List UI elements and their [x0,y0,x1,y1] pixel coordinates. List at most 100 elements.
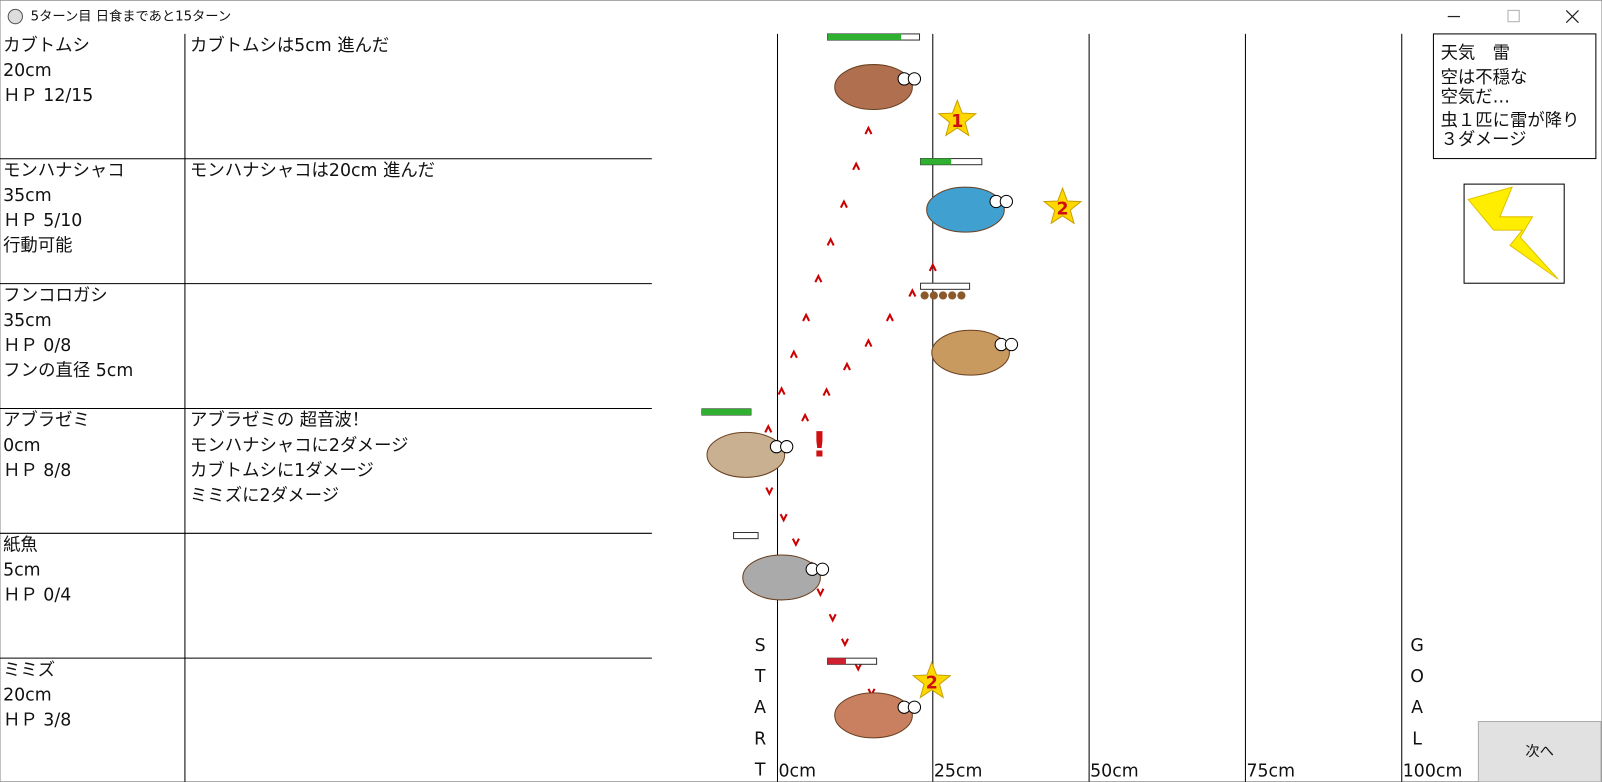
bug-hp: ＨＰ 5/10 [3,211,82,231]
goal-letter: O [1410,667,1424,687]
hp-bar-fill [827,33,902,41]
bug-eye [815,562,830,576]
log-line: カブトムシに1ダメージ [190,460,374,481]
distance-label: 25cm [934,762,983,782]
path-caret [885,312,894,322]
alert-mark: ! [811,426,827,466]
hp-bar-fill [827,658,846,665]
bug-hp: ＨＰ 12/15 [3,86,93,106]
bug-sprite [834,692,913,739]
bug-status: フンの直径 5cm [3,361,133,381]
bug-eye [1004,337,1019,352]
weather-effect: ３ダメージ [1441,130,1527,150]
path-caret [908,288,917,297]
next-button[interactable] [1477,721,1602,782]
weather-effect: 虫１匹に雷が降り [1441,111,1580,131]
bug-name: カブトムシ [3,35,90,56]
bug-hp: ＨＰ 0/4 [3,586,71,606]
star [937,98,978,137]
bug-eye [907,72,922,86]
hp-bar-frame [920,282,971,290]
path-caret [814,273,823,283]
star [1042,186,1083,225]
bug-hp: ＨＰ 0/8 [3,336,71,356]
path-caret [828,613,837,623]
window-controls[interactable] [1447,9,1579,24]
star [911,660,952,699]
log-line: モンハナシャコは20cm 進んだ [190,161,435,181]
dung-ball [957,291,966,300]
dung-ball [948,291,957,300]
path-caret [789,349,798,359]
bug-eye [999,194,1013,209]
path-caret [764,423,773,433]
dung-ball [920,291,929,300]
log-line: カブトムシは5cm 進んだ [190,35,389,56]
weather-description: 空は不穏な [1441,68,1528,88]
bug-distance: 20cm [3,685,52,705]
path-caret [842,361,851,371]
bug-name: アブラゼミ [3,410,90,431]
path-caret [864,125,873,135]
bug-eye [907,700,922,714]
bug-sprite [706,431,786,478]
dung-ball [929,291,938,300]
star-number: 2 [1057,200,1069,220]
path-caret [852,161,861,171]
path-caret [765,487,774,496]
weather-title: 天気 雷 [1441,43,1510,63]
distance-label: 50cm [1090,762,1139,782]
next-button-label[interactable]: 次へ [1525,743,1554,760]
bug-eye [780,440,794,454]
hp-bar-fill [701,408,751,416]
path-caret [791,538,800,548]
log-line: モンハナシャコに2ダメージ [190,436,409,456]
path-caret [801,412,810,422]
window-title: 5ターン目 日食まであと15ターン [31,8,232,25]
bug-name: 紙魚 [3,536,38,556]
start-letter: A [754,698,766,718]
bug-sprite [834,64,913,111]
bug-distance: 5cm [3,561,41,581]
path-caret [854,662,863,672]
bug-name: フンコロガシ [3,286,108,306]
start-letter: S [755,636,766,656]
path-caret [816,588,825,598]
log-line: ミミズに2ダメージ [190,486,339,506]
maximize[interactable] [1507,9,1520,23]
path-caret [839,199,848,209]
dung-ball [938,291,948,300]
start-letter: R [754,729,766,749]
weather-description: 空気だ… [1441,87,1510,107]
start-letter: T [754,761,766,781]
bug-name: ミミズ [3,660,55,680]
path-caret [822,387,831,397]
goal-letter: G [1410,636,1423,656]
bug-hp: ＨＰ 8/8 [3,461,71,481]
star-number: 2 [926,674,938,694]
bug-hp: ＨＰ 3/8 [3,710,71,730]
path-caret [826,236,835,246]
hp-bar-frame [733,531,759,540]
log-line: アブラゼミの 超音波！ [190,410,369,431]
close[interactable] [1565,9,1579,24]
lightning-icon [1467,186,1559,280]
bug-distance: 20cm [3,61,52,81]
bug-sprite [926,186,1005,233]
path-caret [802,312,811,322]
path-caret [928,262,937,272]
path-caret [779,513,788,523]
start-letter: T [754,667,766,687]
path-caret [840,638,849,648]
app-icon [7,8,23,25]
bug-distance: 35cm [3,311,52,331]
goal-letter: L [1412,729,1422,749]
weather-box [1432,33,1597,160]
bug-sprite [742,554,821,601]
star-number: 1 [951,112,963,132]
bug-distance: 0cm [3,436,41,456]
distance-label: 75cm [1246,762,1295,782]
goal-letter: A [1411,698,1423,718]
